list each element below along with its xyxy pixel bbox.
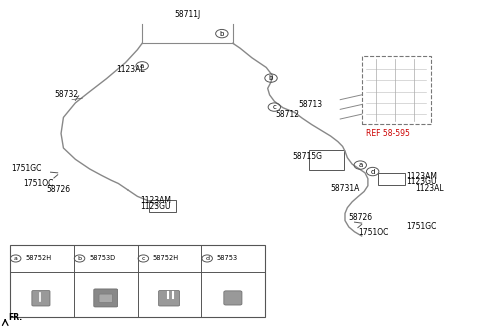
Text: 58713: 58713 [298,100,323,109]
Text: 58712: 58712 [276,110,300,119]
Text: 1751OC: 1751OC [359,228,389,237]
Text: 58715G: 58715G [292,152,323,161]
Text: 58726: 58726 [349,214,373,222]
FancyBboxPatch shape [99,294,112,302]
Text: c: c [142,256,145,261]
Text: 1751GC: 1751GC [406,222,436,232]
Text: d: d [205,256,209,261]
Text: 58732: 58732 [54,90,78,99]
Text: d: d [371,169,375,174]
Text: 58753: 58753 [217,256,238,261]
FancyBboxPatch shape [158,291,180,306]
Text: a: a [358,162,362,168]
Text: c: c [273,104,276,110]
Text: REF 58-595: REF 58-595 [366,129,410,138]
Text: 1123GU: 1123GU [406,177,437,186]
FancyBboxPatch shape [224,291,242,305]
Bar [309,150,344,170]
Text: b: b [78,256,82,261]
Text: a: a [140,63,144,69]
Text: 1123AM: 1123AM [140,196,171,205]
Bar [10,245,265,317]
Text: 58731A: 58731A [331,184,360,194]
Text: b: b [269,75,273,81]
Text: 58726: 58726 [47,185,71,195]
Text: 58752H: 58752H [153,256,179,261]
Text: 1751OC: 1751OC [23,179,53,188]
Bar [378,173,405,185]
Text: 58753D: 58753D [89,256,115,261]
Text: 58711J: 58711J [174,10,201,19]
Text: 1123AM: 1123AM [406,172,437,181]
Text: FR.: FR. [9,313,23,322]
Text: 1123GU: 1123GU [140,201,170,211]
Text: 1123AL: 1123AL [416,184,444,194]
Text: 58752H: 58752H [25,256,51,261]
Text: 1123AL: 1123AL [116,65,144,73]
Bar [362,56,431,124]
Bar [149,200,176,213]
Text: a: a [14,256,18,261]
FancyBboxPatch shape [32,291,50,306]
FancyBboxPatch shape [94,289,118,307]
Text: b: b [220,31,224,37]
Text: 1751GC: 1751GC [11,164,41,174]
